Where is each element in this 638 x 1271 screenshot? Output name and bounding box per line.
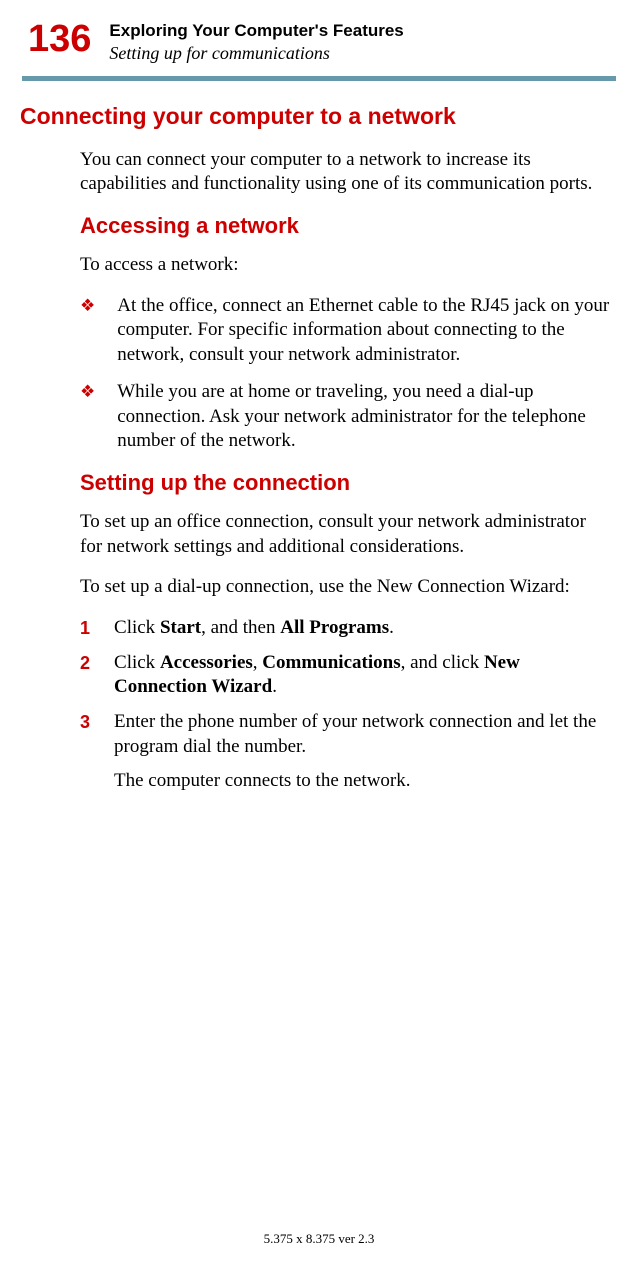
header-rule	[22, 76, 616, 81]
content-area: You can connect your computer to a netwo…	[28, 148, 610, 794]
diamond-bullet-icon: ❖	[80, 380, 95, 404]
step-text: Click Accessories, Communications, and c…	[114, 651, 610, 700]
step-item: 3 Enter the phone number of your network …	[80, 710, 610, 759]
header-text-block: Exploring Your Computer's Features Setti…	[109, 20, 403, 64]
result-text: The computer connects to the network.	[114, 769, 610, 794]
step-number: 2	[80, 651, 90, 675]
intro-paragraph: You can connect your computer to a netwo…	[80, 148, 610, 197]
subsection-title-setting-up: Setting up the connection	[80, 470, 610, 496]
chapter-title: Exploring Your Computer's Features	[109, 22, 403, 41]
page-footer: 5.375 x 8.375 ver 2.3	[0, 1231, 638, 1247]
bullet-item: ❖ While you are at home or traveling, yo…	[80, 380, 610, 454]
setting-up-intro2: To set up a dial-up connection, use the …	[80, 575, 610, 600]
section-subtitle: Setting up for communications	[109, 43, 403, 64]
step-text: Enter the phone number of your network c…	[114, 710, 610, 759]
steps-list: 1 Click Start, and then All Programs. 2 Cli…	[80, 616, 610, 759]
accessing-intro: To access a network:	[80, 253, 610, 278]
page-header: 136 Exploring Your Computer's Features S…	[28, 20, 610, 64]
step-item: 2 Click Accessories, Communications, and …	[80, 651, 610, 700]
bullet-item: ❖ At the office, connect an Ethernet cab…	[80, 294, 610, 368]
page-number: 136	[28, 20, 91, 58]
step-number: 1	[80, 616, 90, 640]
main-section-title: Connecting your computer to a network	[20, 103, 610, 130]
subsection-title-accessing: Accessing a network	[80, 213, 610, 239]
bullet-text: While you are at home or traveling, you …	[117, 380, 610, 454]
diamond-bullet-icon: ❖	[80, 294, 95, 318]
accessing-bullet-list: ❖ At the office, connect an Ethernet cab…	[80, 294, 610, 454]
step-text: Click Start, and then All Programs.	[114, 616, 394, 641]
setting-up-intro1: To set up an office connection, consult …	[80, 510, 610, 559]
step-number: 3	[80, 710, 90, 734]
bullet-text: At the office, connect an Ethernet cable…	[117, 294, 610, 368]
step-item: 1 Click Start, and then All Programs.	[80, 616, 610, 641]
